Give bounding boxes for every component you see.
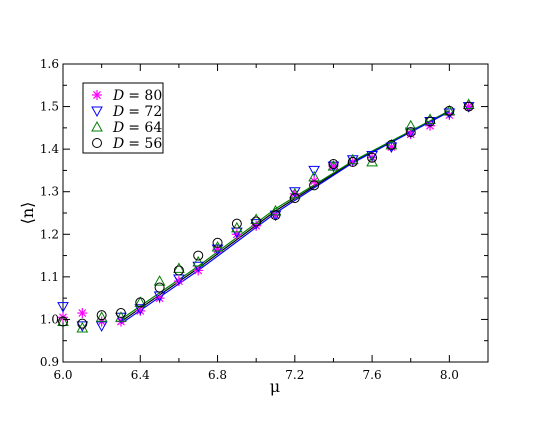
data-point bbox=[153, 275, 166, 286]
data-point bbox=[231, 218, 242, 229]
y-tick-label: 0.9 bbox=[40, 355, 59, 369]
x-tick-label: 6.0 bbox=[53, 368, 72, 382]
x-tick-label: 6.4 bbox=[131, 368, 150, 382]
data-point bbox=[366, 151, 378, 162]
data-point bbox=[328, 159, 339, 170]
data-point bbox=[347, 156, 358, 167]
y-tick-label: 1.2 bbox=[40, 227, 59, 241]
x-tick-label: 6.8 bbox=[208, 368, 227, 382]
legend-marker bbox=[92, 90, 102, 100]
data-point bbox=[115, 308, 126, 319]
data-point bbox=[193, 250, 204, 261]
data-point bbox=[367, 152, 378, 163]
legend-label-3: D = 56 bbox=[112, 136, 162, 152]
data-point bbox=[309, 180, 320, 191]
legend-label-1: D = 72 bbox=[112, 104, 162, 120]
legend-marker bbox=[91, 120, 103, 132]
data-point bbox=[251, 216, 262, 227]
data-point bbox=[211, 244, 224, 256]
data-point bbox=[444, 105, 455, 116]
data-point bbox=[346, 153, 359, 165]
legend-markers bbox=[91, 90, 103, 148]
fit-line bbox=[120, 110, 450, 320]
data-point bbox=[135, 297, 146, 308]
y-axis-label: ⟨n⟩ bbox=[18, 202, 37, 225]
data-point bbox=[327, 160, 340, 171]
y-tick-label: 1.1 bbox=[40, 270, 59, 284]
data-point bbox=[308, 165, 320, 177]
data-point bbox=[96, 310, 107, 321]
legend-marker bbox=[92, 138, 102, 148]
data-point bbox=[77, 308, 88, 319]
y-tick-label: 1.3 bbox=[40, 185, 59, 199]
fit-line bbox=[120, 111, 450, 325]
data-point bbox=[173, 265, 184, 276]
data-point bbox=[386, 139, 397, 150]
data-markers bbox=[57, 98, 475, 333]
x-tick-label: 7.6 bbox=[363, 368, 382, 382]
y-tick-label: 1.5 bbox=[40, 100, 59, 114]
data-point bbox=[76, 321, 89, 332]
x-tick-label: 7.2 bbox=[285, 368, 304, 382]
data-point bbox=[134, 304, 147, 315]
legend-label-0: D = 80 bbox=[112, 88, 162, 104]
legend-label-2: D = 64 bbox=[112, 120, 162, 136]
data-point bbox=[424, 113, 436, 124]
data-point bbox=[250, 219, 263, 230]
data-point bbox=[57, 302, 69, 313]
data-point bbox=[58, 316, 68, 327]
legend: D = 80 D = 72 D = 64 D = 56 bbox=[82, 82, 164, 154]
data-point bbox=[250, 213, 263, 224]
x-ticks: 6.0 6.4 6.8 7.2 7.6 8.0 bbox=[53, 64, 459, 382]
data-point bbox=[95, 321, 108, 332]
data-point bbox=[288, 187, 301, 198]
data-point bbox=[95, 311, 108, 322]
data-point bbox=[77, 318, 88, 329]
y-ticks: 0.9 1.0 1.1 1.2 1.3 1.4 1.5 1.6 bbox=[40, 57, 488, 369]
data-point bbox=[462, 98, 475, 109]
legend-marker bbox=[91, 106, 103, 118]
x-axis-label: μ bbox=[270, 377, 280, 396]
data-point bbox=[289, 193, 300, 204]
x-tick-label: 8.0 bbox=[440, 368, 459, 382]
data-point bbox=[154, 282, 165, 293]
data-point bbox=[173, 262, 185, 273]
data-point bbox=[212, 237, 223, 248]
data-point bbox=[425, 116, 436, 127]
data-point bbox=[288, 187, 301, 199]
data-point bbox=[269, 204, 282, 216]
data-point bbox=[463, 101, 474, 112]
data-point bbox=[192, 261, 205, 273]
data-point bbox=[270, 210, 281, 221]
data-point bbox=[192, 255, 205, 267]
y-tick-label: 1.0 bbox=[40, 312, 59, 326]
data-point bbox=[385, 142, 398, 154]
data-point bbox=[404, 119, 417, 131]
fit-lines bbox=[120, 110, 450, 325]
y-tick-label: 1.4 bbox=[40, 142, 59, 156]
data-point bbox=[443, 108, 456, 119]
data-point bbox=[405, 127, 416, 138]
y-tick-label: 1.6 bbox=[40, 57, 59, 71]
